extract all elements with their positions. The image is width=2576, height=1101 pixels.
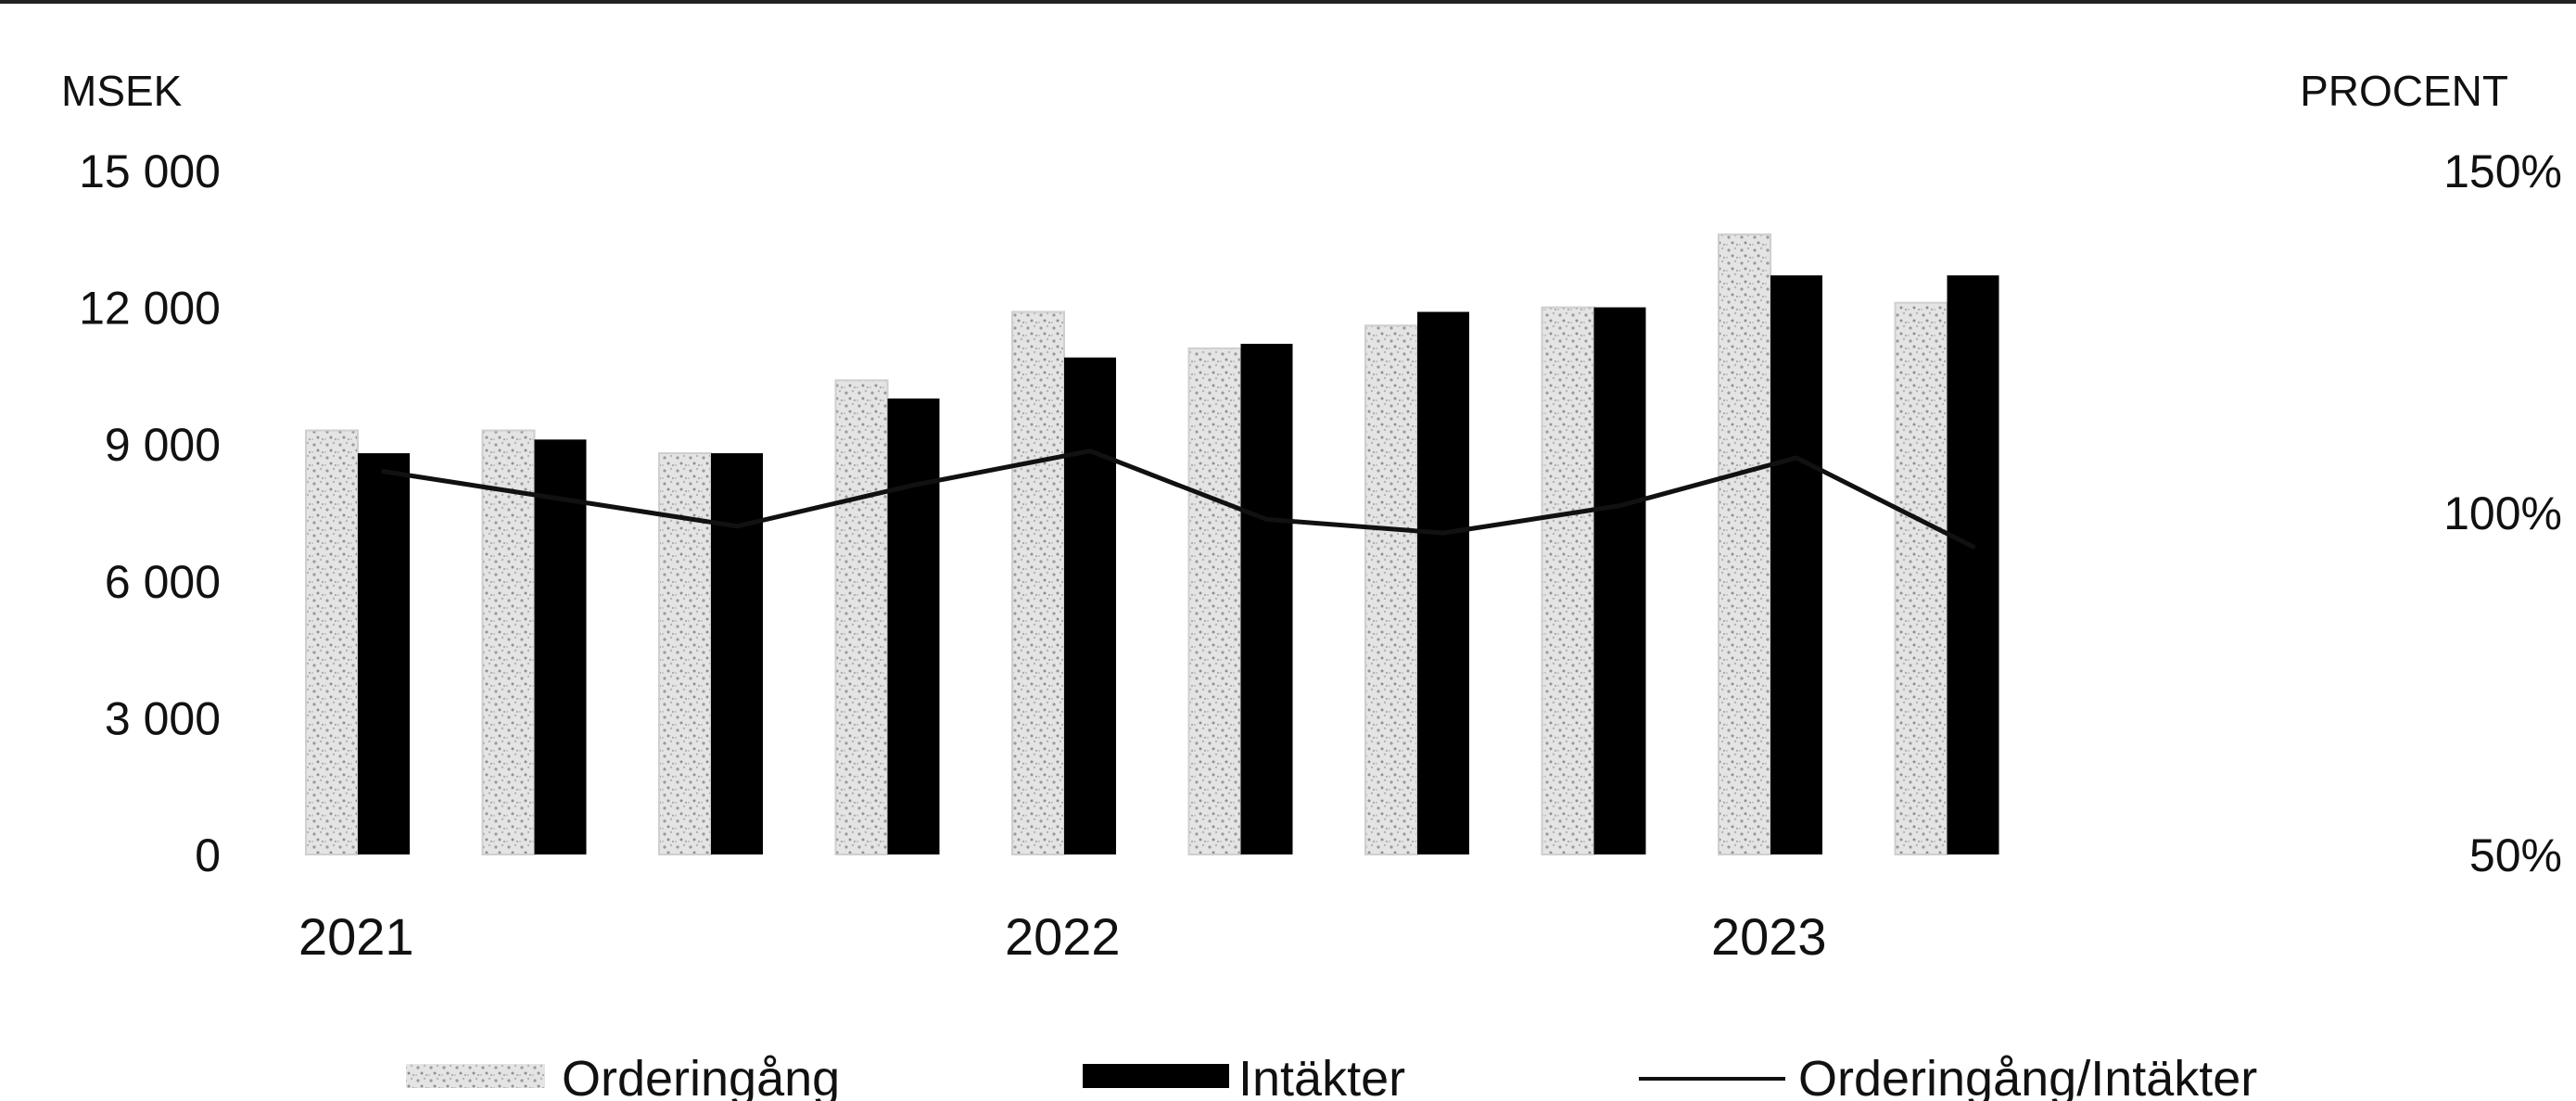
ratio-point (1441, 531, 1446, 536)
bar-intakter (1594, 308, 1646, 854)
legend-swatch-intakter (1083, 1064, 1229, 1088)
legend-label-intakter: Intäkter (1238, 1051, 1405, 1101)
ratio-point (1088, 449, 1093, 453)
left-axis-title: MSEK (61, 67, 183, 115)
x-axis-labels: 2021 2022 2023 (298, 907, 1827, 966)
ratio-point (1795, 455, 1799, 460)
x-year-label: 2021 (298, 907, 414, 966)
bar-orderingang (1012, 312, 1064, 854)
bar-orderingang (1189, 348, 1241, 854)
bar-intakter (1064, 358, 1116, 854)
x-year-label: 2023 (1711, 907, 1827, 966)
left-tick-label: 0 (195, 829, 221, 881)
bar-intakter (711, 453, 763, 854)
legend: Orderingång Intäkter Orderingång/Intäkte… (406, 1051, 2257, 1101)
legend-label-ratio: Orderingång/Intäkter (1798, 1051, 2257, 1101)
bar-orderingang (1542, 308, 1594, 854)
left-tick-label: 3 000 (105, 692, 221, 744)
bar-intakter (1770, 275, 1822, 854)
bar-intakter (1948, 275, 1999, 854)
x-year-label: 2022 (1005, 907, 1121, 966)
ratio-point (735, 524, 740, 528)
bar-intakter (1241, 344, 1293, 854)
bar-intakter (358, 453, 410, 854)
legend-label-orderingang: Orderingång (562, 1051, 840, 1101)
bar-orderingang (306, 430, 358, 854)
left-tick-label: 15 000 (79, 146, 221, 197)
ratio-point (1264, 517, 1269, 522)
bar-orderingang (1719, 234, 1770, 854)
ratio-point (911, 483, 916, 487)
left-axis-ticks: 15 000 12 000 9 000 6 000 3 000 0 (79, 146, 221, 881)
right-tick-label: 150% (2443, 146, 2562, 197)
right-axis-title: PROCENT (2300, 67, 2508, 115)
right-tick-label: 100% (2443, 487, 2562, 539)
right-tick-label: 50% (2469, 829, 2562, 881)
left-tick-label: 9 000 (105, 419, 221, 471)
left-tick-label: 6 000 (105, 556, 221, 608)
right-axis-ticks: 150% 100% 50% (2443, 146, 2562, 881)
bar-orderingang (836, 380, 888, 854)
legend-swatch-orderingang (406, 1064, 545, 1088)
ratio-point (1971, 544, 1975, 549)
left-tick-label: 12 000 (79, 283, 221, 335)
bar-orderingang (1365, 325, 1417, 854)
bar-intakter (888, 399, 940, 854)
bar-intakter (1417, 312, 1469, 854)
bars (306, 234, 1999, 854)
bar-orderingang (1896, 303, 1948, 854)
ratio-point (558, 497, 563, 501)
ratio-point (382, 469, 387, 474)
ratio-point (1618, 503, 1622, 508)
